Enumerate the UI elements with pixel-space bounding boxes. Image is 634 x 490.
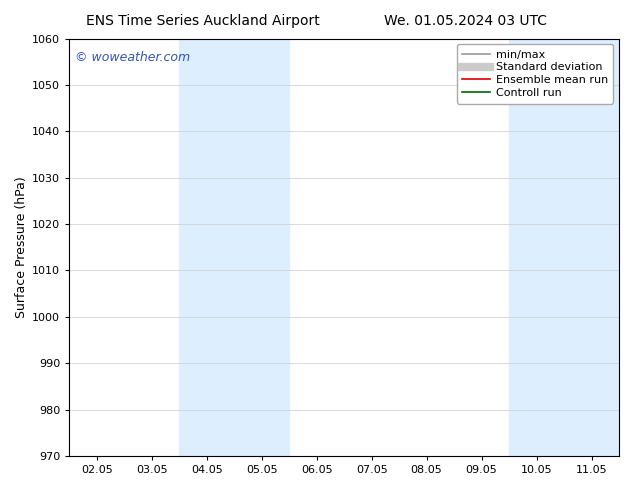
Bar [179,39,289,456]
Y-axis label: Surface Pressure (hPa): Surface Pressure (hPa) [15,176,28,318]
Bar [509,39,619,456]
Text: We. 01.05.2024 03 UTC: We. 01.05.2024 03 UTC [384,14,548,28]
Text: © woweather.com: © woweather.com [75,51,190,64]
Text: ENS Time Series Auckland Airport: ENS Time Series Auckland Airport [86,14,320,28]
Legend: min/max, Standard deviation, Ensemble mean run, Controll run: min/max, Standard deviation, Ensemble me… [456,44,614,103]
